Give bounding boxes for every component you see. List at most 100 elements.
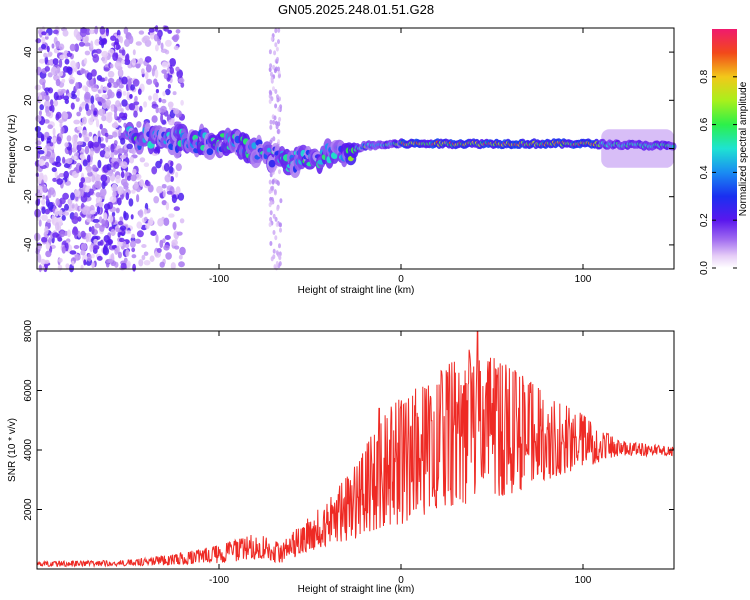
noise-speck — [143, 208, 148, 215]
noise-speck — [101, 50, 109, 58]
noise-speck — [73, 119, 81, 125]
noise-speck — [66, 92, 73, 98]
noise-speck — [134, 95, 138, 102]
noise-speck — [73, 66, 78, 73]
noise-speck — [90, 40, 94, 49]
noise-speck — [136, 221, 143, 229]
noise-speck — [61, 246, 66, 254]
noise-speck — [269, 124, 273, 130]
noise-speck — [36, 185, 43, 191]
noise-speck — [270, 71, 273, 77]
noise-speck — [121, 99, 128, 107]
noise-speck — [167, 84, 171, 89]
noise-speck — [49, 142, 54, 147]
noise-speck — [62, 112, 69, 120]
noise-speck — [159, 239, 164, 249]
noise-speck — [129, 94, 133, 99]
noise-speck — [120, 171, 125, 179]
noise-speck — [146, 78, 153, 85]
noise-speck — [115, 100, 121, 108]
noise-speck — [122, 90, 127, 96]
noise-speck — [133, 110, 138, 118]
noise-speck — [142, 35, 150, 42]
noise-speck — [34, 84, 42, 91]
noise-speck — [39, 104, 44, 111]
noise-speck — [160, 113, 164, 123]
noise-speck — [174, 245, 180, 250]
noise-speck — [116, 29, 121, 37]
noise-speck — [57, 264, 63, 271]
noise-speck — [161, 184, 167, 189]
noise-speck — [55, 78, 61, 87]
noise-speck — [74, 43, 79, 52]
snr-line — [36, 330, 674, 569]
noise-speck — [109, 63, 114, 69]
spectrogram-noise-layer — [34, 25, 283, 273]
noise-speck — [85, 103, 89, 112]
noise-speck — [137, 88, 142, 95]
noise-speck — [89, 244, 94, 252]
noise-speck — [272, 230, 276, 235]
noise-speck — [113, 161, 120, 170]
colorbar-tick-label: 0.8 — [699, 69, 710, 83]
noise-speck — [275, 46, 279, 52]
y-tick-label: 8000 — [23, 319, 34, 342]
ridge-core — [266, 147, 271, 153]
noise-speck — [85, 234, 90, 243]
noise-speck — [38, 94, 43, 103]
noise-speck — [75, 62, 79, 69]
noise-speck — [43, 119, 50, 124]
noise-speck — [43, 264, 48, 273]
noise-speck — [103, 67, 110, 72]
noise-speck — [58, 43, 65, 51]
noise-speck — [35, 115, 42, 122]
noise-speck — [60, 126, 65, 135]
noise-speck — [44, 87, 51, 92]
noise-speck — [273, 115, 277, 121]
noise-speck — [123, 257, 128, 263]
noise-speck — [138, 57, 144, 65]
noise-speck — [86, 166, 92, 173]
noise-speck — [78, 41, 85, 47]
noise-speck — [41, 31, 47, 36]
noise-speck — [157, 38, 161, 46]
noise-speck — [148, 27, 155, 33]
y-tick-label: 0 — [23, 145, 34, 151]
noise-speck — [40, 258, 46, 265]
noise-speck — [83, 259, 87, 266]
noise-speck — [274, 42, 278, 48]
noise-speck — [117, 197, 122, 206]
noise-speck — [170, 262, 176, 270]
noise-speck — [41, 179, 45, 188]
noise-speck — [59, 54, 66, 60]
noise-speck — [275, 222, 279, 228]
noise-speck — [143, 162, 150, 167]
noise-speck — [131, 189, 136, 194]
noise-speck — [147, 219, 153, 226]
noise-speck — [85, 186, 90, 193]
noise-speck — [76, 89, 80, 97]
noise-speck — [271, 185, 275, 191]
noise-speck — [268, 189, 272, 195]
noise-speck — [90, 103, 95, 111]
noise-speck — [84, 146, 90, 155]
noise-speck — [276, 206, 280, 212]
noise-speck — [175, 171, 179, 178]
noise-speck — [123, 143, 128, 150]
noise-speck — [83, 57, 88, 65]
noise-speck — [123, 26, 129, 35]
noise-speck — [82, 159, 88, 167]
noise-speck — [131, 254, 137, 259]
noise-speck — [52, 29, 59, 35]
noise-speck — [157, 218, 164, 227]
noise-speck — [116, 91, 122, 99]
noise-speck — [136, 230, 144, 238]
noise-speck — [71, 215, 79, 225]
noise-speck — [118, 84, 124, 89]
x-tick-label: -100 — [209, 575, 229, 586]
noise-speck — [69, 250, 77, 255]
noise-speck — [66, 52, 73, 58]
spectrogram-ylabel: Frequency (Hz) — [7, 115, 18, 184]
noise-speck — [270, 36, 274, 42]
noise-speck — [76, 126, 83, 131]
